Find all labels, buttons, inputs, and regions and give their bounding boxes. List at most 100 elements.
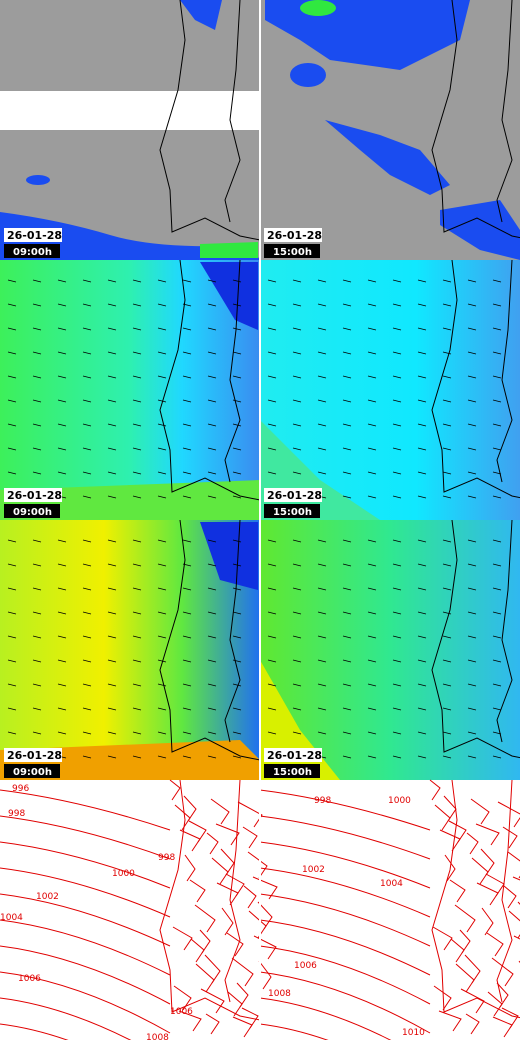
wind-arrow (417, 447, 427, 451)
wind-arrow (392, 587, 402, 591)
wind-arrow (292, 659, 302, 663)
wind-arrow (157, 327, 167, 331)
wind-arrow (467, 447, 477, 451)
wind-arrow (392, 683, 402, 687)
wind-arrow (207, 303, 217, 307)
isobar (443, 795, 457, 822)
date-label: 26-01-28 (267, 749, 322, 762)
wind-arrow (417, 731, 427, 735)
wind-arrow (442, 539, 452, 543)
isobar (259, 1023, 340, 1044)
wind-arrow (232, 423, 242, 427)
wind-arrow (367, 563, 377, 567)
wind-arrow (417, 539, 427, 543)
time-label: 15:00h (273, 767, 312, 778)
wind-arrow (467, 471, 477, 475)
wind-arrow (342, 731, 352, 735)
wind-arrow (392, 351, 402, 355)
isobar (432, 926, 453, 951)
isobar (465, 1013, 480, 1035)
wind-arrow (342, 635, 352, 639)
wind-arrow (32, 471, 42, 475)
wind-arrow (392, 447, 402, 451)
wind-arrow (32, 423, 42, 427)
wind-arrow (417, 755, 427, 759)
wind-arrow (182, 587, 192, 591)
wind-arrow (182, 635, 192, 639)
wind-arrow (82, 447, 92, 451)
wind-arrow (317, 375, 327, 379)
wind-arrow (157, 279, 167, 283)
wind-arrow (107, 303, 117, 307)
wind-arrow (342, 611, 352, 615)
wind-arrow (442, 707, 452, 711)
wind-arrow (392, 659, 402, 663)
wind-arrow (417, 659, 427, 663)
isobar-label: 1004 (380, 879, 403, 889)
wind-arrow (342, 495, 352, 499)
wind-arrow (132, 351, 142, 355)
wind-arrow (32, 279, 42, 283)
wind-arrow (232, 755, 242, 759)
wind-arrow (442, 587, 452, 591)
isobar (0, 971, 171, 1034)
isobar (464, 954, 481, 984)
wind-arrow (442, 563, 452, 567)
time-box (4, 244, 60, 258)
wind-arrow (57, 611, 67, 615)
wind-arrow (107, 495, 117, 499)
isobar (258, 960, 272, 990)
wind-arrow (367, 707, 377, 711)
wind-arrow (182, 731, 192, 735)
wind-arrow (32, 611, 42, 615)
isobar (247, 851, 268, 879)
wind-arrow (367, 635, 377, 639)
wind-arrow (392, 495, 402, 499)
wind-arrow (157, 635, 167, 639)
wind-arrow (367, 587, 377, 591)
wind-arrow (207, 755, 217, 759)
wind-arrow (342, 375, 352, 379)
wind-arrow (7, 327, 17, 331)
wind-arrow (492, 635, 502, 639)
wind-arrow (82, 587, 92, 591)
wind-arrow (132, 303, 142, 307)
wind-arrow (417, 423, 427, 427)
wind-arrow (467, 495, 477, 499)
isobar (231, 957, 254, 987)
isobar (444, 854, 456, 882)
wind-arrow (442, 279, 452, 283)
wind-arrow (107, 539, 117, 543)
wind-arrow (157, 423, 167, 427)
wind-arrow (292, 587, 302, 591)
wind-arrow (207, 731, 217, 735)
isobar (0, 789, 171, 831)
wind-arrow (82, 303, 92, 307)
wind-arrow (57, 279, 67, 283)
wind-arrow (7, 611, 17, 615)
wind-arrow (82, 683, 92, 687)
panel-labels: 26-01-28 09:00h 26-01-28 15:00h 26-01-28 09:0… (0, 228, 425, 1043)
wind-arrow (32, 375, 42, 379)
wind-arrow (232, 471, 242, 475)
wind-arrow (157, 707, 167, 711)
wind-arrow (317, 327, 327, 331)
wind-arrow (417, 279, 427, 283)
wind-arrow (32, 563, 42, 567)
isobar (259, 815, 431, 860)
wind-arrow (207, 399, 217, 403)
wind-arrow (157, 495, 167, 499)
wind-arrow (367, 327, 377, 331)
wind-arrow (207, 635, 217, 639)
wind-arrow (32, 587, 42, 591)
isobar-label: 1000 (112, 869, 135, 879)
wind-arrow (132, 327, 142, 331)
date-box (264, 228, 322, 242)
wind-arrow (467, 327, 477, 331)
wind-arrow (342, 539, 352, 543)
isobar (172, 926, 193, 951)
time-box (264, 764, 320, 778)
wind-arrow (367, 279, 377, 283)
isobar (0, 815, 171, 860)
wind-arrow (57, 731, 67, 735)
